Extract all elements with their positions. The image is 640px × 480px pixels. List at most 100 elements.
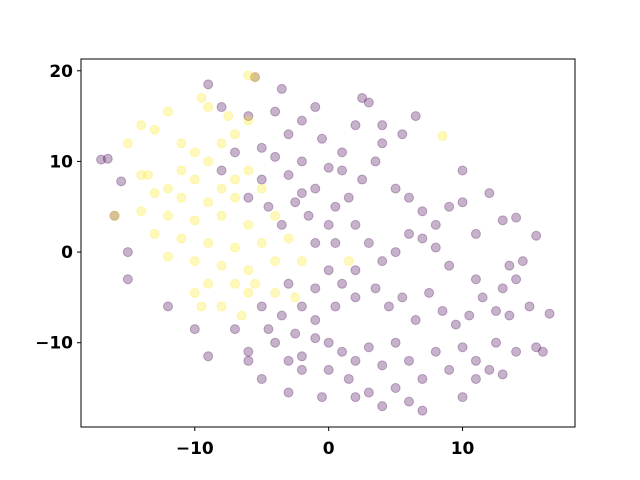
point <box>142 170 153 181</box>
y-tick-label: −10 <box>35 334 73 354</box>
point <box>504 310 515 321</box>
y-tick-label: 10 <box>49 152 73 172</box>
point <box>256 238 267 248</box>
point <box>323 265 334 276</box>
point <box>229 324 240 335</box>
point <box>109 210 120 221</box>
point <box>149 124 160 135</box>
point <box>229 278 240 289</box>
point <box>216 183 227 194</box>
point <box>410 315 421 326</box>
point <box>276 310 287 321</box>
point <box>323 162 334 173</box>
point <box>511 274 522 285</box>
point <box>430 346 441 357</box>
point <box>323 364 334 375</box>
point <box>457 392 468 403</box>
point <box>243 70 254 81</box>
point <box>296 364 307 375</box>
point <box>350 219 361 230</box>
point <box>136 206 147 217</box>
point <box>310 183 321 194</box>
point <box>189 324 200 335</box>
point <box>403 355 414 366</box>
point <box>243 165 254 176</box>
point <box>377 256 388 267</box>
point <box>189 174 200 185</box>
point <box>430 242 441 253</box>
point <box>491 337 502 348</box>
point <box>363 342 374 353</box>
point <box>229 174 240 185</box>
point <box>283 129 294 140</box>
point <box>450 319 461 330</box>
point <box>484 364 495 375</box>
point <box>444 260 455 271</box>
point <box>350 355 361 366</box>
point <box>337 165 348 176</box>
point <box>330 201 341 212</box>
point <box>417 206 428 217</box>
point <box>296 156 307 167</box>
point <box>464 310 475 321</box>
point <box>377 138 388 149</box>
point <box>323 337 334 348</box>
point <box>363 238 374 248</box>
point <box>390 183 401 194</box>
point <box>537 346 548 357</box>
point <box>390 337 401 348</box>
point <box>517 256 528 267</box>
point <box>511 346 522 357</box>
point <box>457 342 468 353</box>
point <box>357 92 368 103</box>
point <box>256 373 267 384</box>
point <box>390 247 401 258</box>
point <box>122 247 133 258</box>
point <box>283 278 294 289</box>
point <box>296 301 307 312</box>
point <box>350 265 361 276</box>
point <box>403 192 414 203</box>
point <box>250 72 261 83</box>
point <box>270 287 281 298</box>
point <box>229 242 240 253</box>
point <box>377 401 388 412</box>
point <box>189 147 200 158</box>
point <box>370 283 381 294</box>
point <box>203 238 214 248</box>
point <box>470 228 481 239</box>
point <box>470 373 481 384</box>
point <box>243 192 254 203</box>
point <box>109 210 120 221</box>
point <box>417 233 428 244</box>
point <box>403 396 414 407</box>
point <box>457 197 468 208</box>
point <box>149 228 160 239</box>
point <box>403 228 414 239</box>
point <box>390 383 401 394</box>
point <box>256 301 267 312</box>
point <box>243 111 254 122</box>
point <box>122 274 133 285</box>
point <box>296 256 307 267</box>
y-tick-label: 20 <box>49 62 73 82</box>
point <box>296 115 307 126</box>
point <box>250 278 261 289</box>
point <box>283 387 294 398</box>
point <box>203 79 214 90</box>
plot-frame <box>80 58 576 428</box>
point <box>276 83 287 94</box>
point <box>343 256 354 267</box>
x-tick-label: 0 <box>323 439 335 459</box>
point <box>203 156 214 167</box>
point <box>250 72 261 83</box>
point <box>310 102 321 113</box>
point <box>444 201 455 212</box>
point <box>310 238 321 248</box>
point <box>316 133 327 144</box>
point <box>276 219 287 230</box>
point <box>417 405 428 416</box>
point <box>330 238 341 248</box>
point <box>370 156 381 167</box>
